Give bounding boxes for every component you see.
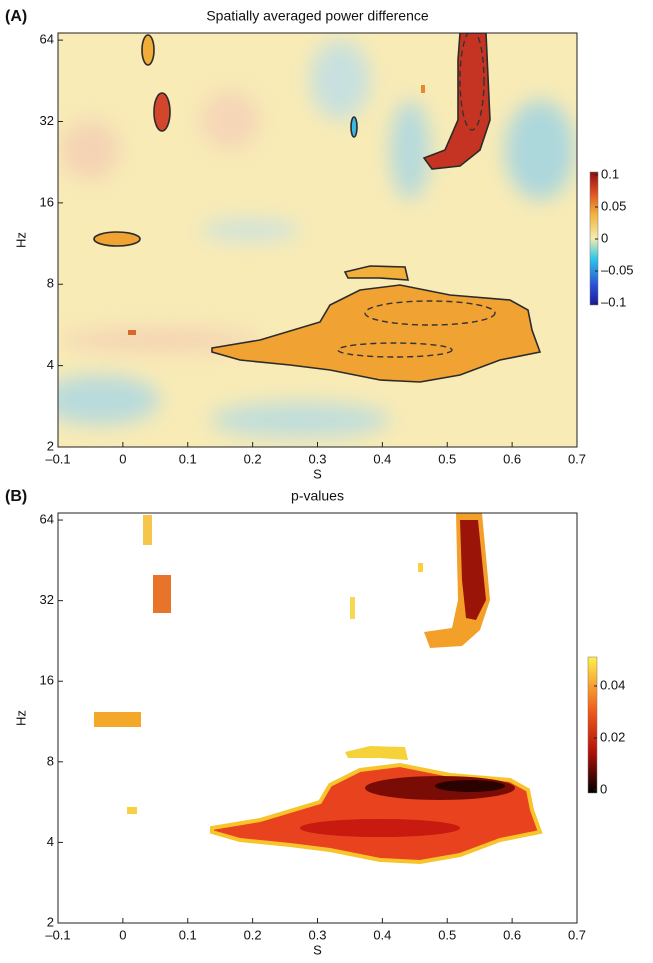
x-tick-label: 0.7 [568,927,586,942]
x-tick-label: 0.3 [308,451,326,466]
y-tick-label: 32 [40,113,54,128]
panel-label: (B) [5,488,27,505]
x-tick-label: 0.2 [244,451,262,466]
x-tick-label: 0.5 [438,927,456,942]
colorbar-tick-label: –0.05 [601,262,634,277]
colorbar-tick-label: 0.02 [600,729,625,744]
x-tick-label: 0.4 [373,451,391,466]
x-tick-label: 0.6 [503,927,521,942]
colorbar-tick-label: –0.1 [601,294,626,309]
panel-label: (A) [5,8,27,25]
x-tick-label: 0.7 [568,451,586,466]
x-tick-label: –0.1 [45,927,70,942]
y-tick-label: 64 [40,32,54,47]
x-tick-label: 0.1 [179,451,197,466]
y-tick-label: 32 [40,592,54,607]
x-tick-label: 0.3 [308,927,326,942]
y-axis-label: Hz [13,710,28,726]
chart-title: p-values [291,488,344,504]
y-tick-label: 16 [40,194,54,209]
x-axis-label: S [313,942,322,957]
colorbar-tick-label: 0 [600,781,607,796]
heatmap-a [58,33,577,447]
y-tick-label: 64 [40,511,54,526]
y-tick-label: 2 [47,914,54,929]
heatmap-b [94,513,543,865]
chart-title: Spatially averaged power difference [206,8,429,24]
colorbar-tick-label: 0.04 [600,677,625,692]
y-tick-label: 4 [47,834,54,849]
y-tick-label: 8 [47,276,54,291]
colorbar-tick-label: 0.05 [601,198,626,213]
colorbar-tick-label: 0 [601,230,608,245]
x-axis-label: S [313,466,322,481]
x-tick-label: 0.1 [179,927,197,942]
x-tick-label: 0 [119,451,126,466]
y-tick-label: 2 [47,438,54,453]
x-tick-label: 0.4 [373,927,391,942]
x-tick-label: –0.1 [45,451,70,466]
x-tick-label: 0.5 [438,451,456,466]
y-tick-label: 8 [47,753,54,768]
y-tick-label: 4 [47,357,54,372]
x-tick-label: 0.2 [244,927,262,942]
y-axis-label: Hz [13,232,28,248]
colorbar [587,656,598,794]
x-tick-label: 0.6 [503,451,521,466]
x-tick-label: 0 [119,927,126,942]
y-tick-label: 16 [40,673,54,688]
colorbar-tick-label: 0.1 [601,166,619,181]
